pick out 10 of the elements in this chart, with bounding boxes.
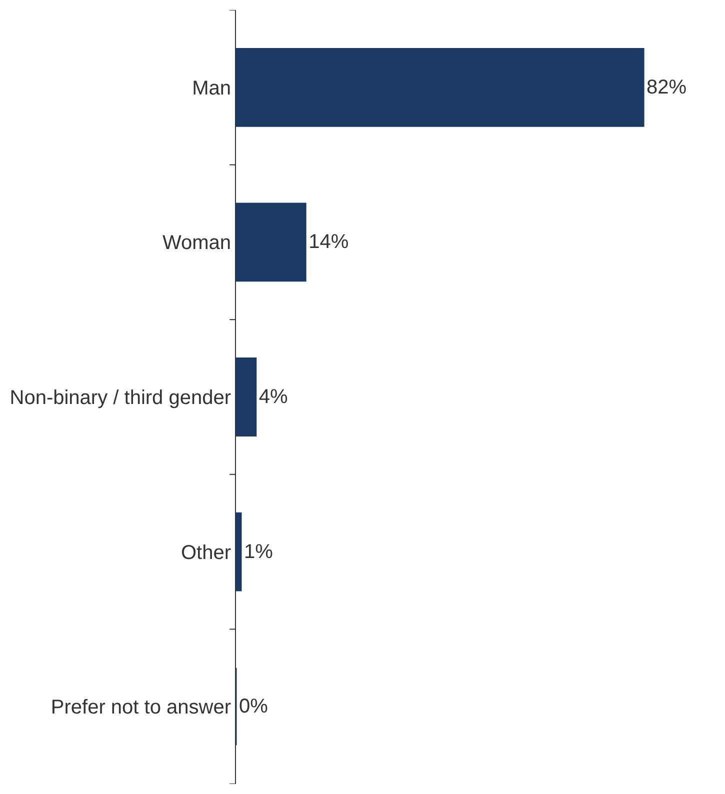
data-label: 0% (239, 696, 268, 718)
data-label: 4% (258, 386, 288, 408)
y-tick-label: Other (180, 542, 232, 564)
y-tick-label: Prefer not to answer (50, 696, 232, 719)
data-label: 14% (308, 231, 349, 254)
y-tick-label: Non-binary / third gender (10, 387, 232, 409)
data-label: 1% (244, 540, 274, 563)
data-label: 82% (646, 76, 687, 98)
y-tick-label: Woman (162, 232, 231, 254)
y-tick-label: Man (192, 77, 231, 100)
